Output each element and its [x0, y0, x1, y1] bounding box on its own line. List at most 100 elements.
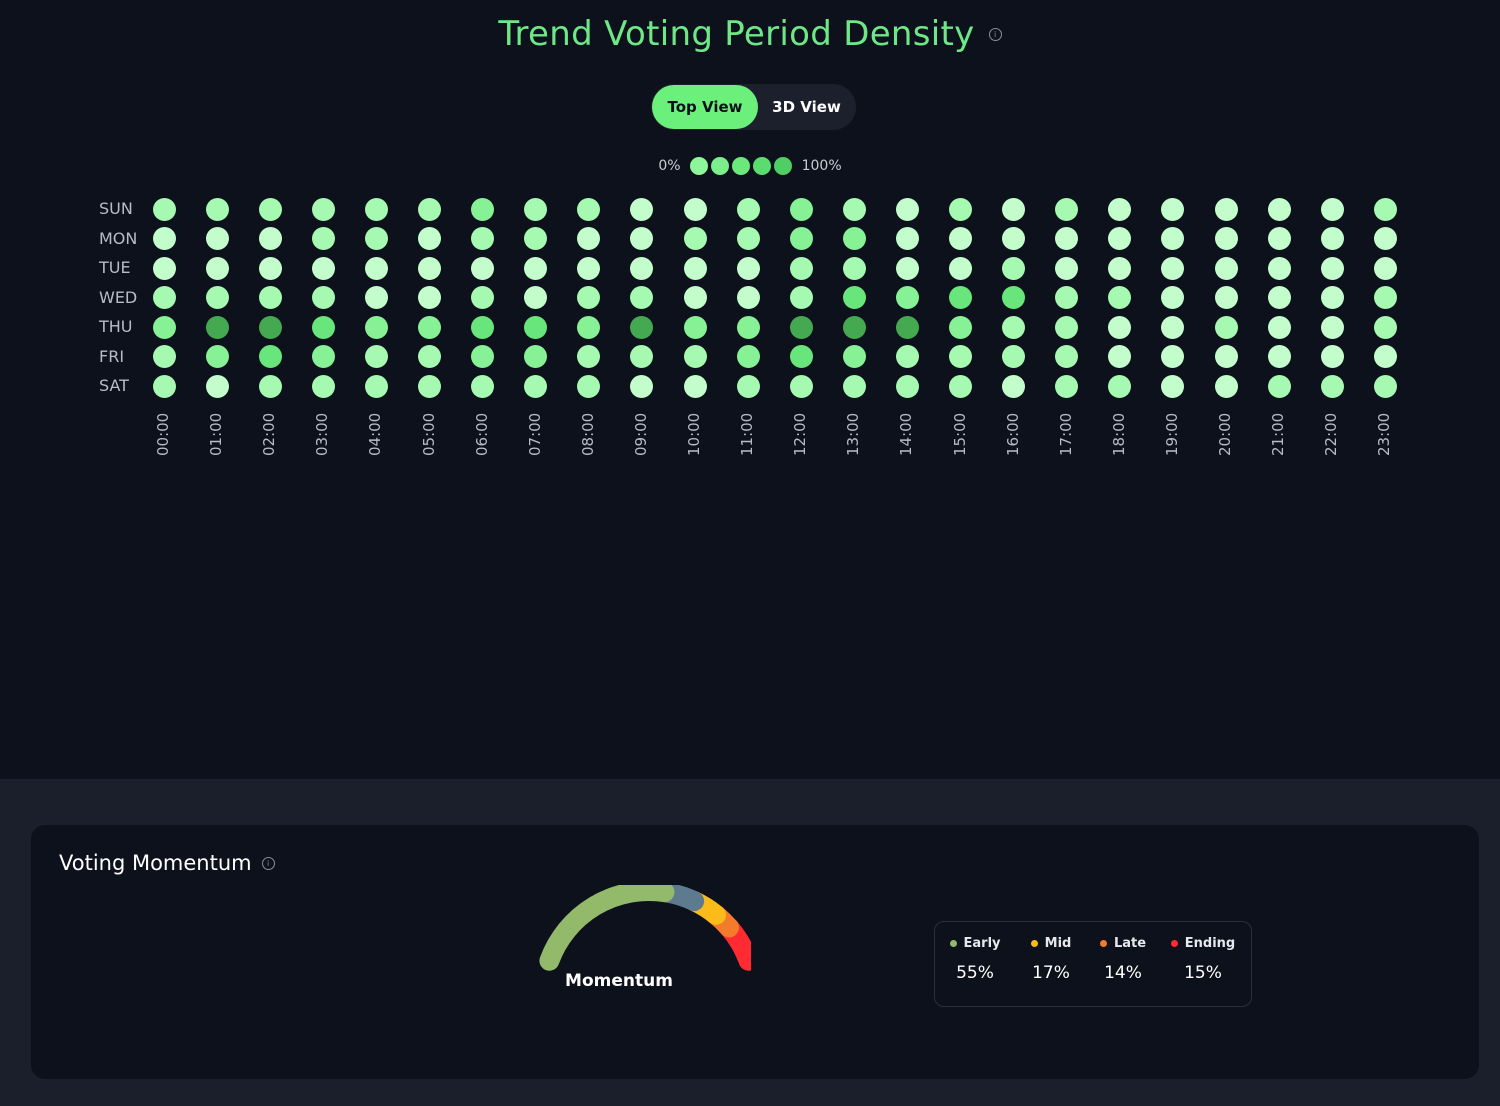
heatmap-cell[interactable]: [471, 286, 495, 309]
heatmap-cell[interactable]: [630, 227, 654, 250]
heatmap-cell[interactable]: [205, 197, 229, 221]
heatmap-cell[interactable]: [205, 315, 229, 339]
heatmap-cell[interactable]: [895, 345, 919, 368]
heatmap-cell[interactable]: [258, 286, 282, 309]
heatmap-cell[interactable]: [577, 345, 601, 368]
heatmap-cell[interactable]: [1214, 315, 1238, 339]
heatmap-cell[interactable]: [1267, 286, 1291, 309]
heatmap-cell[interactable]: [1267, 197, 1291, 221]
heatmap-cell[interactable]: [258, 197, 282, 221]
heatmap-cell[interactable]: [842, 197, 866, 221]
heatmap-cell[interactable]: [683, 315, 707, 339]
heatmap-cell[interactable]: [895, 286, 919, 309]
heatmap-cell[interactable]: [418, 197, 441, 221]
heatmap-cell[interactable]: [1320, 256, 1344, 280]
heatmap-cell[interactable]: [418, 315, 441, 339]
heatmap-cell[interactable]: [471, 227, 495, 250]
heatmap-cell[interactable]: [1002, 374, 1026, 398]
heatmap-cell[interactable]: [577, 227, 601, 250]
heatmap-cell[interactable]: [1108, 374, 1132, 398]
heatmap-cell[interactable]: [471, 315, 495, 339]
heatmap-cell[interactable]: [311, 286, 335, 309]
heatmap-cell[interactable]: [418, 256, 441, 280]
heatmap-cell[interactable]: [577, 374, 601, 398]
heatmap-cell[interactable]: [789, 256, 813, 280]
heatmap-cell[interactable]: [418, 374, 441, 398]
heatmap-cell[interactable]: [577, 256, 601, 280]
heatmap-cell[interactable]: [1108, 345, 1132, 368]
heatmap-cell[interactable]: [311, 256, 335, 280]
heatmap-cell[interactable]: [418, 345, 441, 368]
heatmap-cell[interactable]: [842, 256, 866, 280]
heatmap-cell[interactable]: [1161, 286, 1185, 309]
heatmap-cell[interactable]: [364, 227, 388, 250]
heatmap-cell[interactable]: [789, 286, 813, 309]
heatmap-cell[interactable]: [842, 315, 866, 339]
heatmap-cell[interactable]: [630, 374, 654, 398]
heatmap-cell[interactable]: [364, 286, 388, 309]
heatmap-cell[interactable]: [895, 374, 919, 398]
heatmap-cell[interactable]: [630, 345, 654, 368]
heatmap-cell[interactable]: [1373, 286, 1397, 309]
heatmap-cell[interactable]: [258, 315, 282, 339]
heatmap-cell[interactable]: [1373, 197, 1397, 221]
heatmap-cell[interactable]: [1214, 227, 1238, 250]
heatmap-cell[interactable]: [258, 374, 282, 398]
heatmap-cell[interactable]: [789, 374, 813, 398]
heatmap-cell[interactable]: [577, 315, 601, 339]
heatmap-cell[interactable]: [736, 286, 760, 309]
heatmap-cell[interactable]: [1108, 315, 1132, 339]
heatmap-cell[interactable]: [736, 256, 760, 280]
heatmap-cell[interactable]: [683, 256, 707, 280]
heatmap-cell[interactable]: [258, 345, 282, 368]
heatmap-cell[interactable]: [364, 256, 388, 280]
heatmap-cell[interactable]: [1320, 286, 1344, 309]
heatmap-cell[interactable]: [842, 227, 866, 250]
heatmap-cell[interactable]: [364, 315, 388, 339]
heatmap-cell[interactable]: [683, 197, 707, 221]
heatmap-cell[interactable]: [630, 256, 654, 280]
info-icon[interactable]: i: [988, 27, 1002, 41]
top-view-button[interactable]: Top View: [652, 85, 758, 129]
heatmap-cell[interactable]: [524, 286, 548, 309]
heatmap-cell[interactable]: [949, 374, 972, 398]
heatmap-cell[interactable]: [1108, 197, 1132, 221]
heatmap-cell[interactable]: [205, 227, 229, 250]
heatmap-cell[interactable]: [311, 227, 335, 250]
heatmap-cell[interactable]: [1055, 345, 1079, 368]
heatmap-cell[interactable]: [736, 315, 760, 339]
heatmap-cell[interactable]: [949, 227, 972, 250]
heatmap-cell[interactable]: [1002, 197, 1026, 221]
heatmap-cell[interactable]: [736, 374, 760, 398]
heatmap-cell[interactable]: [471, 256, 495, 280]
heatmap-cell[interactable]: [311, 345, 335, 368]
heatmap-cell[interactable]: [949, 315, 972, 339]
heatmap-cell[interactable]: [258, 256, 282, 280]
heatmap-cell[interactable]: [524, 256, 548, 280]
heatmap-cell[interactable]: [1267, 315, 1291, 339]
heatmap-cell[interactable]: [1002, 345, 1026, 368]
heatmap-cell[interactable]: [1214, 345, 1238, 368]
heatmap-cell[interactable]: [364, 197, 388, 221]
heatmap-cell[interactable]: [205, 345, 229, 368]
heatmap-cell[interactable]: [895, 197, 919, 221]
heatmap-cell[interactable]: [683, 286, 707, 309]
heatmap-cell[interactable]: [1373, 315, 1397, 339]
heatmap-cell[interactable]: [630, 315, 654, 339]
heatmap-cell[interactable]: [1320, 197, 1344, 221]
heatmap-cell[interactable]: [1055, 227, 1079, 250]
heatmap-cell[interactable]: [311, 197, 335, 221]
heatmap-cell[interactable]: [789, 345, 813, 368]
heatmap-cell[interactable]: [789, 197, 813, 221]
heatmap-cell[interactable]: [152, 286, 176, 309]
heatmap-cell[interactable]: [842, 286, 866, 309]
heatmap-cell[interactable]: [1055, 315, 1079, 339]
heatmap-cell[interactable]: [524, 197, 548, 221]
heatmap-cell[interactable]: [683, 345, 707, 368]
heatmap-cell[interactable]: [1161, 227, 1185, 250]
heatmap-cell[interactable]: [1267, 227, 1291, 250]
heatmap-cell[interactable]: [1108, 256, 1132, 280]
heatmap-cell[interactable]: [1320, 227, 1344, 250]
heatmap-cell[interactable]: [311, 374, 335, 398]
heatmap-cell[interactable]: [152, 256, 176, 280]
